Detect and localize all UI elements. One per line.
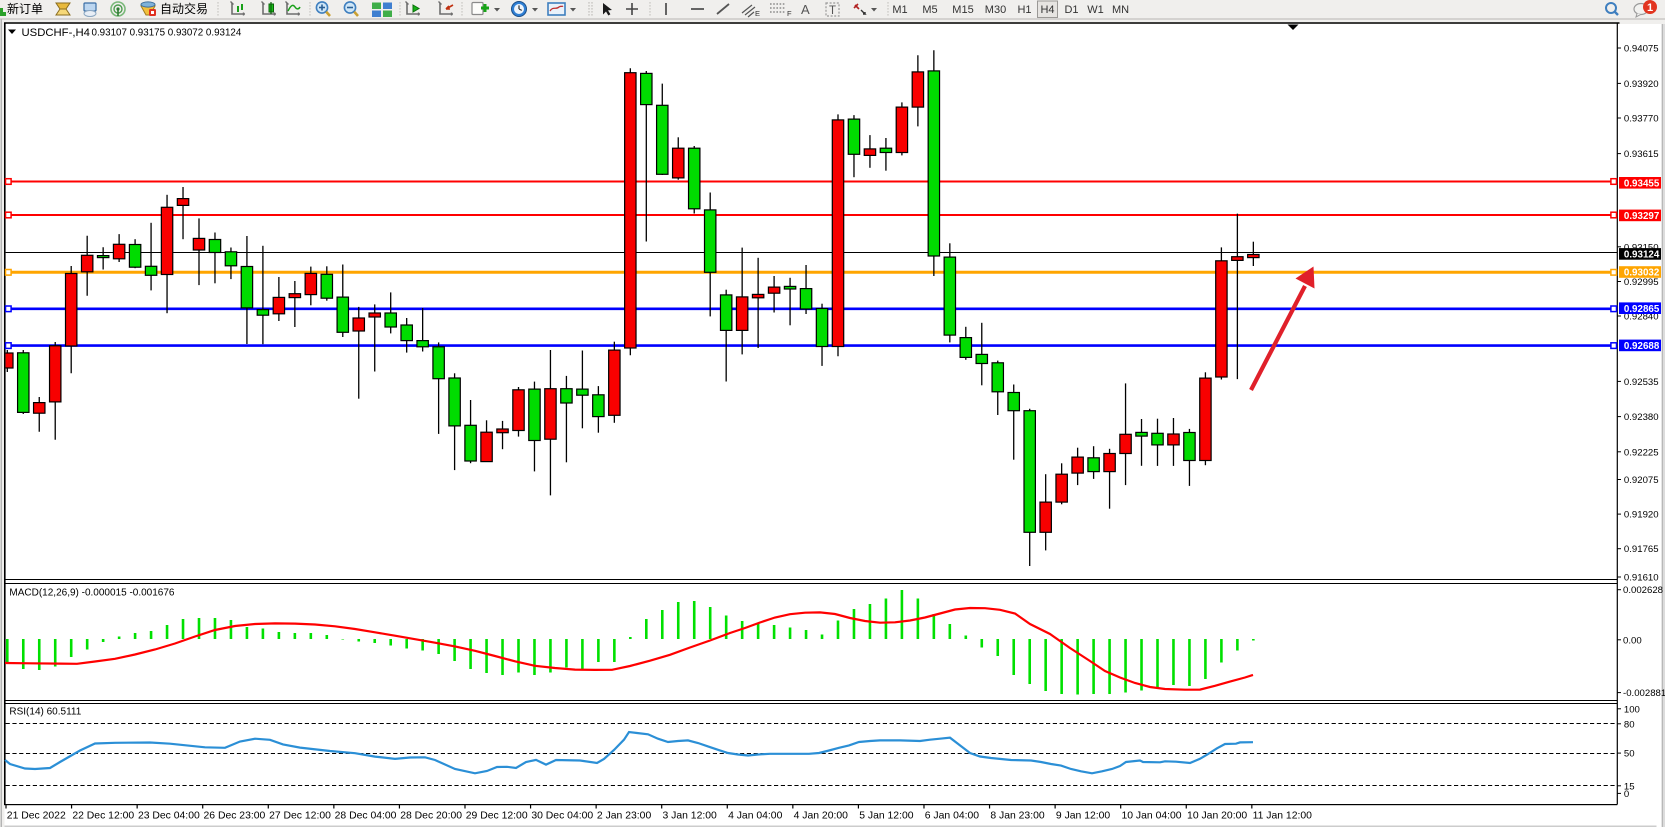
svg-text:0.92380: 0.92380 (1624, 412, 1659, 423)
svg-text:0.94075: 0.94075 (1624, 44, 1659, 55)
svg-text:F: F (787, 9, 792, 18)
svg-text:0.91610: 0.91610 (1624, 573, 1659, 584)
svg-text:T: T (829, 5, 836, 17)
svg-text:6 Jan 04:00: 6 Jan 04:00 (925, 811, 980, 822)
svg-text:21 Dec 2022: 21 Dec 2022 (7, 811, 66, 822)
svg-text:28 Dec 20:00: 28 Dec 20:00 (400, 811, 462, 822)
svg-text:D1: D1 (1064, 4, 1078, 16)
svg-text:10 Jan 20:00: 10 Jan 20:00 (1187, 811, 1247, 822)
svg-text:9 Jan 12:00: 9 Jan 12:00 (1056, 811, 1111, 822)
svg-text:0.92075: 0.92075 (1624, 475, 1659, 486)
svg-text:新订单: 新订单 (7, 1, 43, 16)
svg-text:E: E (755, 9, 760, 18)
svg-text:0.92865: 0.92865 (1624, 304, 1660, 315)
svg-text:0.93150: 0.93150 (1624, 242, 1659, 253)
svg-text:0.92535: 0.92535 (1624, 377, 1659, 388)
svg-text:3 Jan 12:00: 3 Jan 12:00 (663, 811, 718, 822)
svg-text:0.00: 0.00 (1623, 635, 1642, 646)
svg-text:自动交易: 自动交易 (160, 1, 208, 16)
svg-text:26 Dec 23:00: 26 Dec 23:00 (204, 811, 266, 822)
svg-text:M5: M5 (922, 4, 937, 16)
svg-text:0: 0 (1624, 789, 1629, 800)
svg-text:MACD(12,26,9) -0.000015 -0.001: MACD(12,26,9) -0.000015 -0.001676 (9, 588, 175, 599)
svg-text:0.002628: 0.002628 (1623, 585, 1663, 596)
svg-text:28 Dec 04:00: 28 Dec 04:00 (335, 811, 397, 822)
svg-text:22 Dec 12:00: 22 Dec 12:00 (72, 811, 134, 822)
svg-text:USDCHF-,H4: USDCHF-,H4 (22, 27, 90, 39)
svg-text:15: 15 (1624, 781, 1635, 792)
svg-text:0.93920: 0.93920 (1624, 79, 1659, 90)
svg-text:0.93032: 0.93032 (1624, 268, 1660, 279)
svg-text:0.93297: 0.93297 (1624, 211, 1660, 222)
svg-text:50: 50 (1624, 749, 1635, 760)
svg-text:8 Jan 23:00: 8 Jan 23:00 (990, 811, 1045, 822)
svg-text:30 Dec 04:00: 30 Dec 04:00 (531, 811, 593, 822)
svg-text:10 Jan 04:00: 10 Jan 04:00 (1121, 811, 1181, 822)
svg-text:0.92840: 0.92840 (1624, 312, 1659, 323)
svg-text:29 Dec 12:00: 29 Dec 12:00 (466, 811, 528, 822)
svg-text:4 Jan 04:00: 4 Jan 04:00 (728, 811, 783, 822)
svg-text:0.93770: 0.93770 (1624, 114, 1659, 125)
svg-text:5 Jan 12:00: 5 Jan 12:00 (859, 811, 914, 822)
svg-text:11 Jan 12:00: 11 Jan 12:00 (1253, 811, 1313, 822)
svg-text:80: 80 (1624, 719, 1635, 730)
svg-text:-0.002881: -0.002881 (1623, 688, 1665, 699)
svg-text:M15: M15 (952, 4, 973, 16)
svg-text:M30: M30 (985, 4, 1006, 16)
svg-text:0.91765: 0.91765 (1624, 544, 1659, 555)
svg-text:100: 100 (1624, 704, 1640, 715)
svg-text:0.92225: 0.92225 (1624, 447, 1659, 458)
svg-text:0.93107 0.93175 0.93072 0.9312: 0.93107 0.93175 0.93072 0.93124 (92, 28, 242, 39)
svg-text:A: A (801, 2, 810, 17)
svg-text:0.92688: 0.92688 (1624, 341, 1660, 352)
svg-text:0.91920: 0.91920 (1624, 510, 1659, 521)
svg-text:W1: W1 (1087, 4, 1104, 16)
svg-text:0.92995: 0.92995 (1624, 277, 1659, 288)
svg-text:H4: H4 (1040, 4, 1054, 16)
svg-text:RSI(14) 60.5111: RSI(14) 60.5111 (9, 707, 81, 718)
svg-text:1: 1 (1647, 2, 1653, 14)
svg-text:0.93615: 0.93615 (1624, 149, 1659, 160)
svg-text:0.93455: 0.93455 (1624, 178, 1660, 189)
svg-text:2 Jan 23:00: 2 Jan 23:00 (597, 811, 652, 822)
svg-text:0.93124: 0.93124 (1624, 250, 1660, 261)
svg-text:H1: H1 (1017, 4, 1031, 16)
svg-text:MN: MN (1112, 4, 1129, 16)
svg-text:4 Jan 20:00: 4 Jan 20:00 (794, 811, 849, 822)
svg-text:27 Dec 12:00: 27 Dec 12:00 (269, 811, 331, 822)
svg-text:M1: M1 (892, 4, 907, 16)
svg-text:23 Dec 04:00: 23 Dec 04:00 (138, 811, 200, 822)
